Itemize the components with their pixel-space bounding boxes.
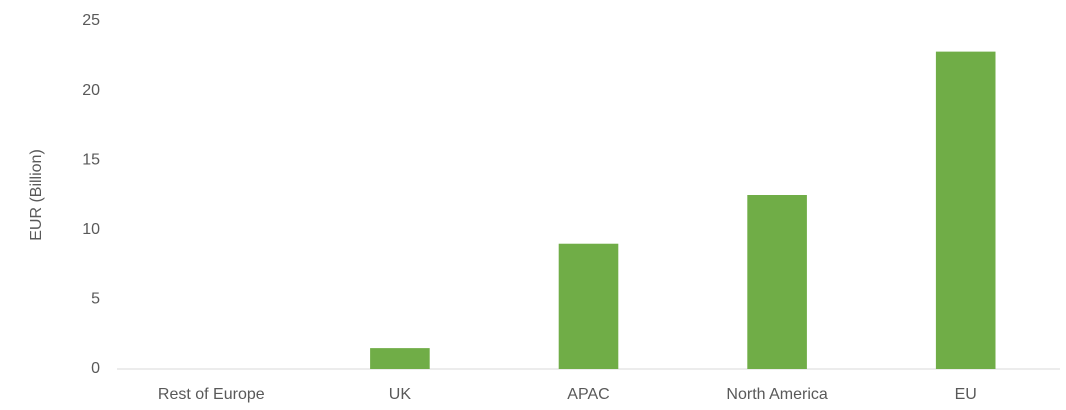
y-tick-label: 5	[91, 291, 100, 308]
bar	[558, 243, 619, 369]
y-tick-label: 0	[91, 360, 100, 377]
y-tick-label: 20	[82, 82, 100, 99]
bar	[747, 195, 807, 369]
x-tick-label: Rest of Europe	[158, 386, 265, 403]
bar	[370, 348, 430, 369]
x-tick-label: EU	[955, 386, 977, 403]
y-tick-label: 25	[82, 12, 100, 29]
x-tick-label: UK	[389, 386, 412, 403]
x-tick-label: APAC	[567, 386, 609, 403]
y-tick-label: 10	[82, 221, 100, 238]
x-tick-label: North America	[726, 386, 827, 403]
y-tick-label: 15	[82, 151, 100, 168]
bar	[935, 51, 996, 370]
y-axis-label: EUR (Billion)	[28, 149, 45, 241]
